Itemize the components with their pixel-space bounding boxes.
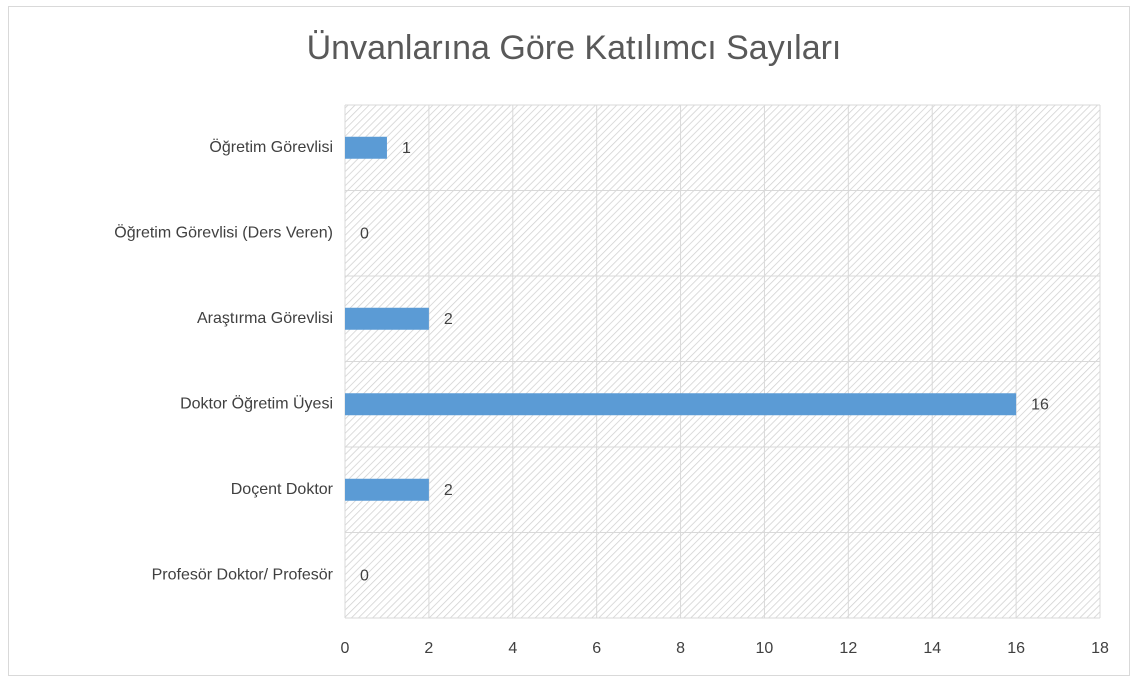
x-tick-label: 2 (424, 640, 433, 657)
y-tick-label: Profesör Doktor/ Profesör (152, 566, 334, 583)
y-tick-label: Araştırma Görevlisi (197, 310, 333, 327)
chart-title: Ünvanlarına Göre Katılımcı Sayıları (307, 29, 842, 67)
x-tick-label: 4 (508, 640, 517, 657)
y-tick-label: Öğretim Görevlisi (209, 138, 333, 156)
bar (345, 307, 429, 330)
data-label: 2 (444, 482, 453, 499)
data-label: 1 (402, 140, 411, 157)
data-label: 0 (360, 567, 369, 584)
y-tick-label: Doçent Doktor (231, 481, 334, 498)
x-tick-label: 18 (1091, 640, 1109, 657)
x-tick-label: 14 (923, 640, 941, 657)
x-tick-label: 12 (839, 640, 857, 657)
x-tick-label: 16 (1007, 640, 1025, 657)
bar (345, 393, 1017, 416)
bar (345, 478, 429, 501)
x-tick-label: 8 (676, 640, 685, 657)
x-tick-label: 10 (756, 640, 774, 657)
data-label: 16 (1031, 396, 1049, 413)
y-tick-label: Öğretim Görevlisi (Ders Veren) (114, 223, 333, 241)
x-tick-label: 0 (341, 640, 350, 657)
data-label: 0 (360, 225, 369, 242)
bar (345, 136, 387, 159)
y-tick-label: Doktor Öğretim Üyesi (180, 394, 333, 412)
data-label: 2 (444, 311, 453, 328)
x-tick-label: 6 (592, 640, 601, 657)
